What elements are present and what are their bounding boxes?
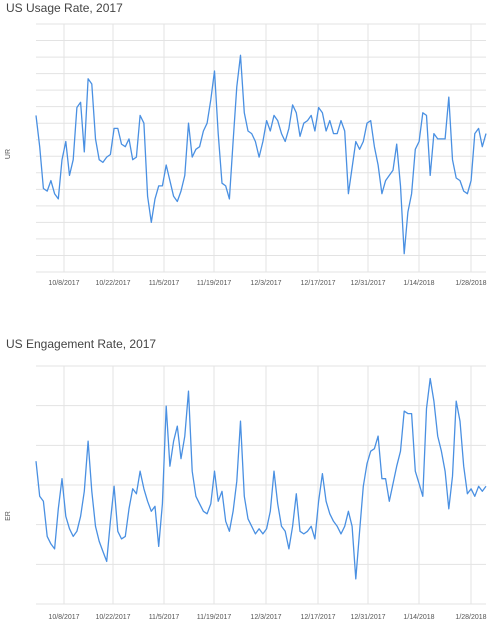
x-tick-label: 1/28/2018 — [455, 280, 486, 287]
x-tick-label: 11/5/2017 — [149, 614, 180, 621]
chart-title: US Engagement Rate, 2017 — [6, 337, 157, 351]
x-tick-label: 10/8/2017 — [48, 280, 79, 287]
x-tick-label: 12/3/2017 — [250, 280, 281, 287]
x-tick-label: 12/17/2017 — [300, 614, 335, 621]
y-axis-label: ER — [5, 511, 12, 521]
x-tick-label: 12/31/2017 — [350, 280, 385, 287]
series-line — [35, 54, 487, 255]
usage-rate-plot: 10/8/2017 10/22/2017 11/5/2017 11/19/2017 12… — [5, 23, 487, 287]
y-axis-label: UR — [5, 149, 12, 159]
x-tick-label: 1/28/2018 — [455, 614, 486, 621]
usage-rate-chart: US Usage Rate, 2017 10/8/2017 10/22/2017 1… — [0, 0, 502, 300]
engagement-rate-plot: 10/8/2017 10/22/2017 11/5/2017 11/19/2017 12… — [5, 365, 487, 621]
engagement-rate-chart: US Engagement Rate, 2017 10/8/2017 10/22/… — [0, 330, 502, 634]
x-tick-label: 1/14/2018 — [403, 280, 434, 287]
x-tick-label: 12/3/2017 — [250, 614, 281, 621]
x-tick-label: 11/5/2017 — [149, 280, 180, 287]
x-tick-label: 12/31/2017 — [350, 614, 385, 621]
x-tick-label: 10/22/2017 — [95, 614, 130, 621]
x-tick-label: 1/14/2018 — [403, 614, 434, 621]
x-tick-label: 10/22/2017 — [95, 280, 130, 287]
series-line — [35, 377, 487, 580]
x-tick-label: 10/8/2017 — [48, 614, 79, 621]
x-tick-label: 11/19/2017 — [197, 280, 232, 287]
x-tick-label: 11/19/2017 — [197, 614, 232, 621]
x-tick-label: 12/17/2017 — [300, 280, 335, 287]
chart-title: US Usage Rate, 2017 — [6, 1, 123, 15]
